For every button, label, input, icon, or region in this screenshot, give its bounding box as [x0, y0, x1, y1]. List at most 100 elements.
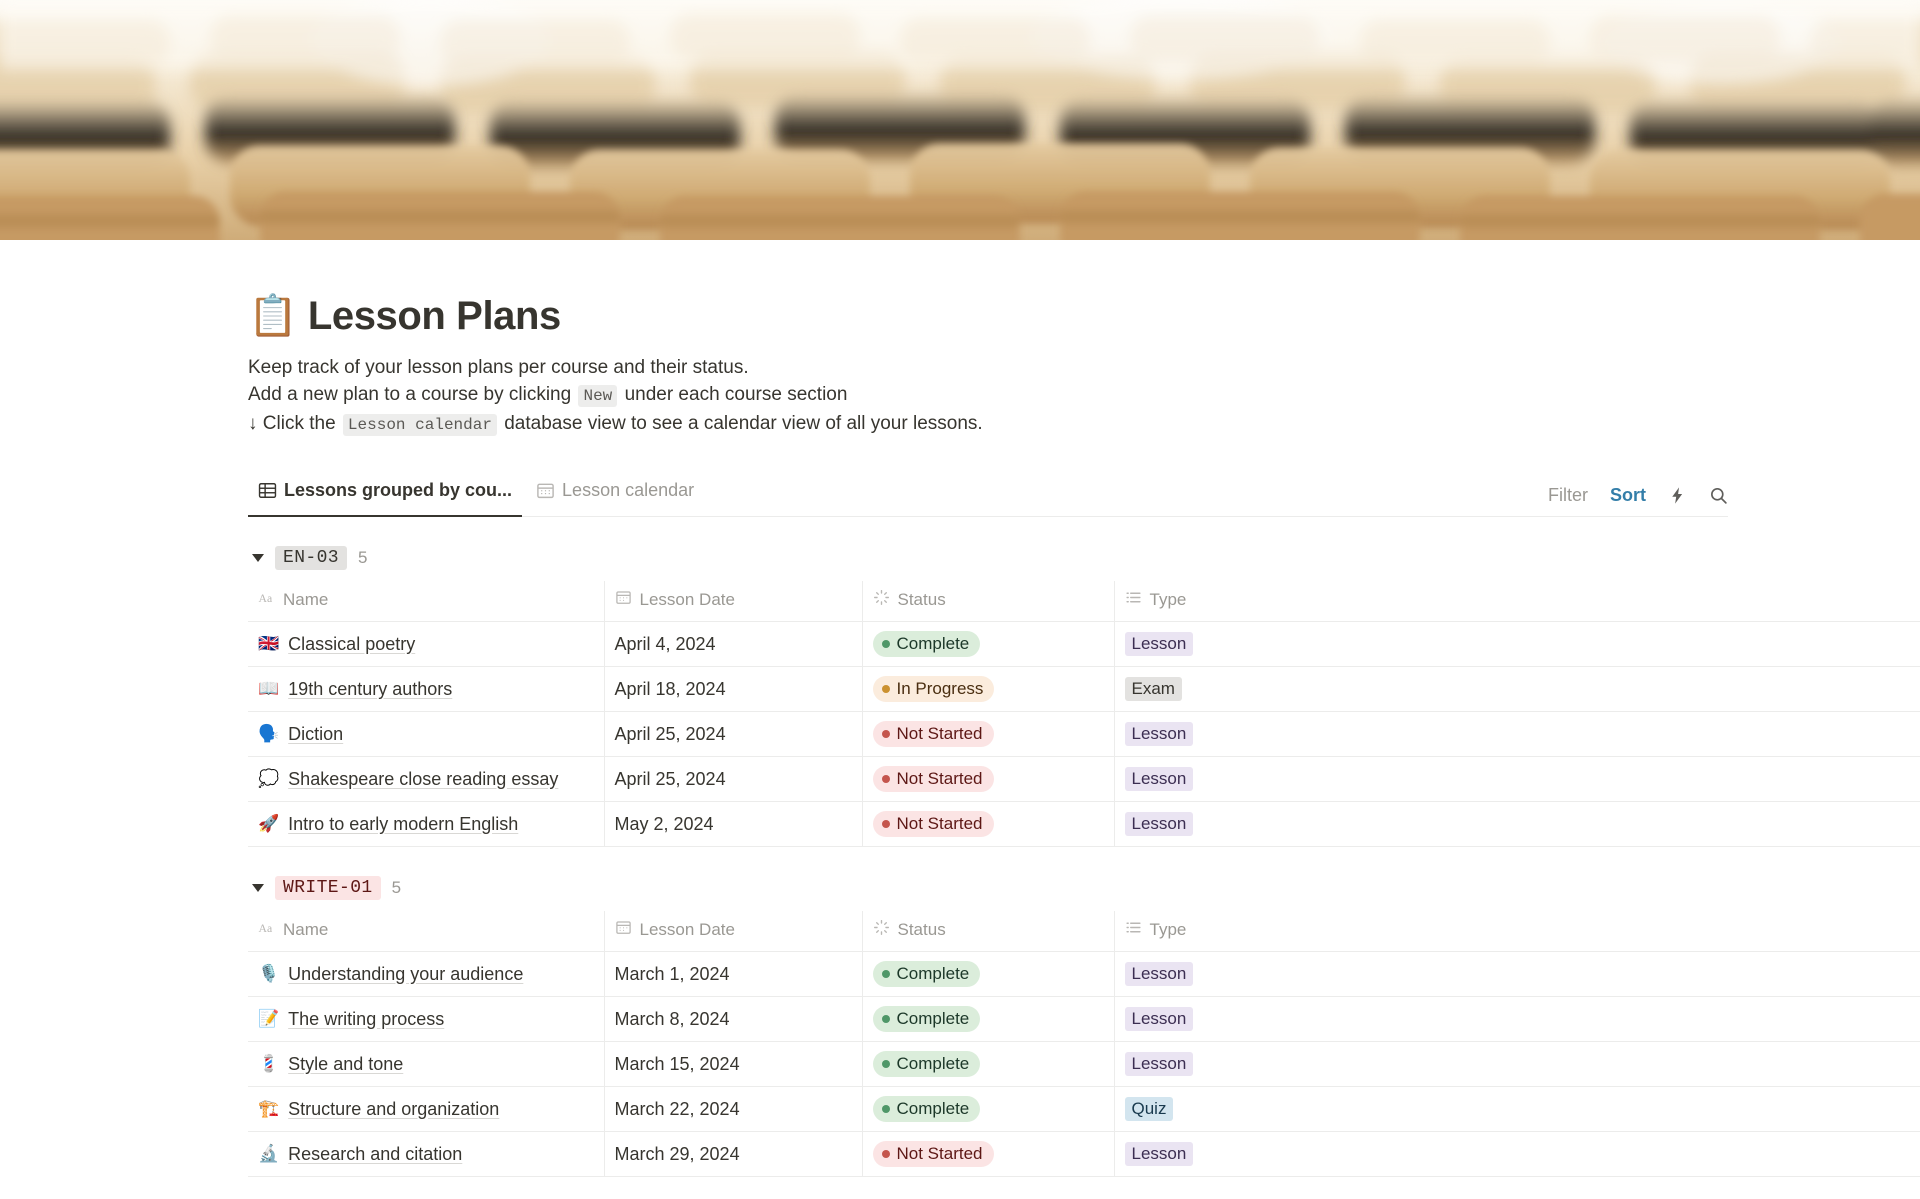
cell-name[interactable]: 🇬🇧 Classical poetry	[248, 621, 605, 667]
row-name-label[interactable]: Shakespeare close reading essay	[288, 768, 559, 789]
table-row[interactable]: 🏗️ Structure and organization March 22, …	[248, 1086, 1920, 1132]
cell-name[interactable]: 💭 Shakespeare close reading essay	[248, 756, 605, 802]
database-table: Aa Name	[248, 581, 1920, 847]
database-toolbar: Filter Sort	[1548, 485, 1728, 516]
column-header-name[interactable]: Aa Name	[248, 581, 605, 622]
cell-type[interactable]: Quiz	[1114, 1086, 1920, 1132]
table-row[interactable]: 💭 Shakespeare close reading essay April …	[248, 756, 1920, 802]
cell-type[interactable]: Lesson	[1114, 711, 1920, 757]
search-icon[interactable]	[1709, 486, 1728, 505]
cell-status[interactable]: Not Started	[862, 1131, 1115, 1177]
cell-name[interactable]: 📝 The writing process	[248, 996, 605, 1042]
cell-name[interactable]: 💈 Style and tone	[248, 1041, 605, 1087]
cell-type[interactable]: Lesson	[1114, 621, 1920, 667]
status-dot	[881, 640, 890, 648]
cell-name[interactable]: 🗣️ Diction	[248, 711, 605, 757]
cell-name[interactable]: 📖 19th century authors	[248, 666, 605, 712]
column-label: Type	[1149, 920, 1187, 939]
cell-status[interactable]: Complete	[862, 1086, 1115, 1132]
row-name-label[interactable]: Diction	[288, 723, 344, 744]
cell-lesson-date[interactable]: April 4, 2024	[604, 621, 863, 667]
table-row[interactable]: 📖 19th century authors April 18, 2024 In…	[248, 666, 1920, 712]
cell-type[interactable]: Lesson	[1114, 1041, 1920, 1087]
lightning-bolt-icon[interactable]	[1668, 486, 1687, 505]
cell-type[interactable]: Lesson	[1114, 756, 1920, 802]
cell-lesson-date[interactable]: March 22, 2024	[604, 1086, 863, 1132]
filter-button[interactable]: Filter	[1548, 485, 1588, 505]
row-name-label[interactable]: Style and tone	[288, 1053, 404, 1074]
row-name-label[interactable]: Research and citation	[288, 1143, 463, 1164]
description-line-2-before: Add a new plan to a course by clicking	[248, 384, 572, 405]
cell-type[interactable]: Lesson	[1114, 801, 1920, 847]
memo-emoji: 📝	[258, 1008, 280, 1029]
row-name-label[interactable]: Intro to early modern English	[288, 813, 519, 834]
cell-status[interactable]: Complete	[862, 996, 1115, 1042]
table-row[interactable]: 💈 Style and tone March 15, 2024 Complete…	[248, 1041, 1920, 1087]
column-header-name[interactable]: Aa Name	[248, 911, 605, 952]
row-name-label[interactable]: 19th century authors	[288, 678, 453, 699]
cell-type[interactable]: Exam	[1114, 666, 1920, 712]
cell-name[interactable]: 🏗️ Structure and organization	[248, 1086, 605, 1132]
cell-name[interactable]: 🚀 Intro to early modern English	[248, 801, 605, 847]
table-row[interactable]: 🇬🇧 Classical poetry April 4, 2024 Comple…	[248, 621, 1920, 667]
chevron-down-icon[interactable]	[252, 554, 264, 562]
cell-lesson-date[interactable]: March 29, 2024	[604, 1131, 863, 1177]
column-header-status[interactable]: Status	[862, 581, 1115, 622]
chevron-down-icon[interactable]	[252, 884, 264, 892]
column-label: Lesson Date	[639, 920, 735, 939]
cell-type[interactable]: Lesson	[1114, 1131, 1920, 1177]
clipboard-emoji: 📋	[248, 293, 298, 339]
cell-status[interactable]: Not Started	[862, 711, 1115, 757]
cell-type[interactable]: Lesson	[1114, 996, 1920, 1042]
table-row[interactable]: 📝 The writing process March 8, 2024 Comp…	[248, 996, 1920, 1042]
column-label: Name	[283, 590, 329, 609]
tab-lessons-grouped-by-course[interactable]: Lessons grouped by cou...	[248, 474, 523, 517]
type-badge: Lesson	[1124, 722, 1194, 746]
column-header-status[interactable]: Status	[862, 911, 1115, 952]
column-header-type[interactable]: Type	[1114, 911, 1920, 952]
description-line-1: Keep track of your lesson plans per cour…	[248, 357, 749, 378]
cell-lesson-date[interactable]: April 25, 2024	[604, 711, 863, 757]
group-count: 5	[358, 548, 368, 567]
tab-lesson-calendar[interactable]: Lesson calendar	[526, 474, 704, 516]
type-badge: Lesson	[1124, 962, 1194, 986]
table-row[interactable]: 🗣️ Diction April 25, 2024 Not Started Le…	[248, 711, 1920, 757]
row-name-label[interactable]: The writing process	[288, 1008, 445, 1029]
column-header-type[interactable]: Type	[1114, 581, 1920, 622]
cell-status[interactable]: Complete	[862, 951, 1115, 997]
status-dot	[881, 775, 890, 783]
cell-lesson-date[interactable]: March 8, 2024	[604, 996, 863, 1042]
column-header-lesson-date[interactable]: Lesson Date	[604, 581, 863, 622]
cell-name[interactable]: 🔬 Research and citation	[248, 1131, 605, 1177]
new-code-chip: New	[578, 385, 618, 407]
svg-text:Aa: Aa	[259, 922, 273, 935]
cell-name[interactable]: 🎙️ Understanding your audience	[248, 951, 605, 997]
cell-status[interactable]: Complete	[862, 621, 1115, 667]
table-row[interactable]: 🎙️ Understanding your audience March 1, …	[248, 951, 1920, 997]
description-line-3-before: ↓ Click the	[248, 413, 336, 434]
cell-lesson-date[interactable]: May 2, 2024	[604, 801, 863, 847]
cell-status[interactable]: Not Started	[862, 801, 1115, 847]
cell-lesson-date[interactable]: April 18, 2024	[604, 666, 863, 712]
table-row[interactable]: 🔬 Research and citation March 29, 2024 N…	[248, 1131, 1920, 1177]
group-header[interactable]: WRITE-01 5	[248, 871, 1728, 905]
row-name-label[interactable]: Structure and organization	[288, 1098, 500, 1119]
database-view-bar: Lessons grouped by cou...	[248, 475, 1728, 517]
cell-status[interactable]: Not Started	[862, 756, 1115, 802]
group-header[interactable]: EN-03 5	[248, 541, 1728, 575]
speaking-head-emoji: 🗣️	[258, 723, 280, 744]
status-label: In Progress	[896, 679, 984, 698]
row-name-label[interactable]: Understanding your audience	[288, 963, 524, 984]
cell-lesson-date[interactable]: March 15, 2024	[604, 1041, 863, 1087]
table-row[interactable]: 🚀 Intro to early modern English May 2, 2…	[248, 801, 1920, 847]
column-label: Status	[897, 920, 946, 939]
row-name-label[interactable]: Classical poetry	[288, 633, 416, 654]
sort-button[interactable]: Sort	[1610, 485, 1646, 505]
cell-status[interactable]: In Progress	[862, 666, 1115, 712]
cell-status[interactable]: Complete	[862, 1041, 1115, 1087]
cell-lesson-date[interactable]: April 25, 2024	[604, 756, 863, 802]
cell-lesson-date[interactable]: March 1, 2024	[604, 951, 863, 997]
column-header-lesson-date[interactable]: Lesson Date	[604, 911, 863, 952]
cell-type[interactable]: Lesson	[1114, 951, 1920, 997]
lesson-date-value: March 1, 2024	[614, 963, 730, 984]
